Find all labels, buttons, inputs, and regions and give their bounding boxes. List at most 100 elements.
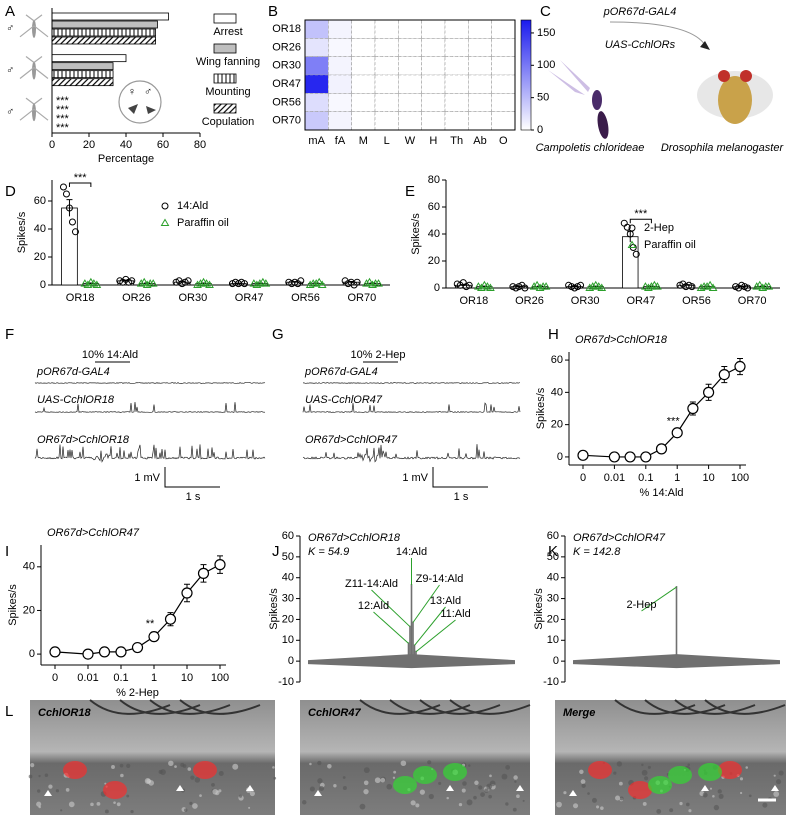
micro-texture <box>65 788 70 792</box>
data-point <box>181 587 193 599</box>
micro-texture <box>302 800 307 805</box>
colorbar-label: 100 <box>537 59 555 71</box>
micro-texture <box>473 795 477 800</box>
micro-texture <box>248 806 251 809</box>
x-tick-label: OR26 <box>515 295 544 307</box>
micro-texture <box>174 765 177 768</box>
data-point <box>744 284 752 292</box>
micro-texture <box>120 773 124 778</box>
fit-line <box>582 365 741 458</box>
heat-cell <box>398 38 422 57</box>
micro-texture <box>218 789 222 793</box>
micro-texture <box>184 808 188 812</box>
heat-cell <box>328 111 352 131</box>
micro-texture <box>748 794 752 798</box>
data-point <box>577 281 585 289</box>
data-point <box>311 279 321 287</box>
significance: *** <box>56 113 70 125</box>
data-point <box>82 648 94 660</box>
y-tick-label: 0 <box>553 655 559 667</box>
legend-swatch <box>213 103 237 114</box>
micro-texture <box>126 763 131 768</box>
trace <box>34 444 266 463</box>
data-point <box>624 451 636 463</box>
data-point <box>136 279 146 287</box>
fly-body <box>32 61 36 80</box>
micro-texture <box>158 769 163 774</box>
micro-texture <box>462 781 467 786</box>
colorbar-label: 50 <box>537 92 549 104</box>
y-tick-label: 50 <box>282 551 294 563</box>
data-point <box>98 646 111 658</box>
micro-texture <box>68 801 75 808</box>
data-point <box>142 280 152 288</box>
micro-texture <box>712 795 715 798</box>
annotation: K = 142.8 <box>573 546 621 558</box>
x-tick-label: OR70 <box>738 295 767 307</box>
x-tick-label: 80 <box>194 139 206 151</box>
panel-label: A <box>5 3 15 20</box>
heat-cell <box>421 38 446 57</box>
inset-symbol: ♂ <box>144 86 152 98</box>
heat-cell <box>328 38 352 57</box>
micro-texture <box>484 788 489 793</box>
fly-eye <box>740 70 752 82</box>
significance: *** <box>56 104 70 116</box>
micro-texture <box>466 799 473 806</box>
micro-streak <box>89 699 171 715</box>
data-point <box>65 204 73 212</box>
micro-texture <box>380 777 386 783</box>
fly-eye <box>718 70 730 82</box>
data-point <box>632 250 640 258</box>
column-label: fA <box>335 135 346 147</box>
micro-texture <box>359 803 366 810</box>
data-point <box>687 402 699 415</box>
data-point <box>688 283 696 291</box>
x-axis-label: % 14:Ald <box>639 487 683 499</box>
micrograph <box>555 700 786 815</box>
micro-texture <box>194 777 201 783</box>
heat-cell <box>421 56 446 76</box>
data-point <box>623 223 631 231</box>
micro-texture <box>596 805 600 809</box>
data-point <box>317 280 327 288</box>
y-tick-label: 60 <box>428 201 440 213</box>
micro-texture <box>776 779 782 785</box>
signal-blob <box>698 763 722 781</box>
significance: *** <box>56 95 70 107</box>
micro-texture <box>38 805 41 809</box>
heat-cell <box>304 19 329 39</box>
heat-cell <box>421 111 446 131</box>
heat-cell <box>398 56 422 76</box>
heat-cell <box>304 56 329 76</box>
data-point <box>752 282 762 290</box>
micro-texture <box>249 790 255 797</box>
fly-icon <box>19 56 49 80</box>
scale-label: 1 mV <box>402 472 428 484</box>
data-point <box>541 282 551 290</box>
stimulus-label: 10% 2-Hep <box>350 349 405 361</box>
heat-cell <box>304 111 329 131</box>
data-point <box>644 283 653 291</box>
bar <box>51 12 169 21</box>
micro-texture <box>739 791 743 795</box>
label-leader <box>412 584 440 623</box>
trace-label: pOR67d-GAL4 <box>304 366 378 378</box>
wasp-body <box>592 90 602 110</box>
x-tick-label: 100 <box>731 472 749 484</box>
peak-label: 14:Ald <box>396 546 427 558</box>
y-tick-label: 50 <box>547 551 559 563</box>
heat-cell <box>444 74 469 94</box>
micro-texture <box>647 765 651 769</box>
data-point <box>62 190 70 198</box>
data-point <box>314 277 324 286</box>
heat-cell <box>398 93 422 112</box>
heat-cell <box>304 38 329 57</box>
row-label: OR70 <box>272 115 301 127</box>
y-axis-label: Spikes/s <box>410 213 422 255</box>
signal-blob <box>193 761 217 779</box>
data-point <box>588 282 598 290</box>
micro-texture <box>488 794 492 799</box>
micro-texture <box>104 782 107 785</box>
micro-texture <box>489 774 492 778</box>
